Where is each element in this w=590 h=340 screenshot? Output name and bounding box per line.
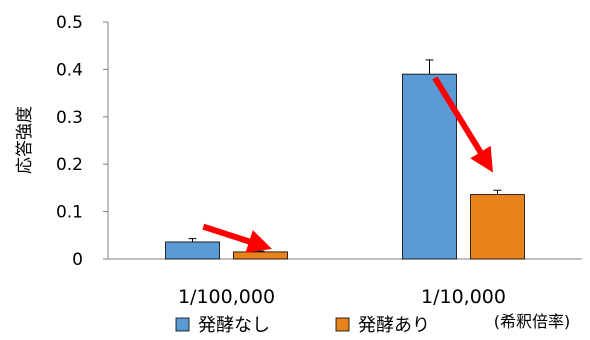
y-tick-label: 0.3 bbox=[56, 108, 83, 128]
legend-label: 発酵なし bbox=[198, 315, 270, 336]
category-label: 1/10,000 bbox=[421, 286, 506, 308]
y-tick-label: 0.2 bbox=[56, 155, 83, 175]
category-labels: 1/100,000 1/10,000 bbox=[178, 286, 506, 308]
bar-fermented bbox=[233, 251, 288, 260]
y-tick-label: 0.4 bbox=[56, 60, 83, 80]
bars bbox=[165, 73, 525, 260]
y-axis-label: 応答強度 bbox=[15, 106, 35, 174]
decrease-arrow bbox=[202, 223, 272, 253]
legend-swatch bbox=[335, 317, 350, 332]
dilution-note: (希釈倍率) bbox=[494, 312, 571, 331]
bar-unfermented bbox=[165, 241, 220, 260]
y-tick-label: 0.5 bbox=[56, 13, 83, 33]
legend-label: 発酵あり bbox=[358, 315, 430, 336]
legend-swatch bbox=[175, 317, 190, 332]
y-tick-label: 0 bbox=[72, 250, 83, 270]
y-tick-label: 0.1 bbox=[56, 203, 83, 223]
decrease-arrow bbox=[432, 76, 493, 173]
bar-unfermented bbox=[402, 73, 457, 260]
arrows bbox=[202, 76, 493, 253]
category-label: 1/100,000 bbox=[178, 286, 275, 308]
legend: 発酵なし 発酵あり bbox=[175, 315, 430, 336]
bar-fermented bbox=[470, 194, 525, 260]
y-ticks: 0 0.1 0.2 0.3 0.4 0.5 bbox=[56, 13, 108, 270]
